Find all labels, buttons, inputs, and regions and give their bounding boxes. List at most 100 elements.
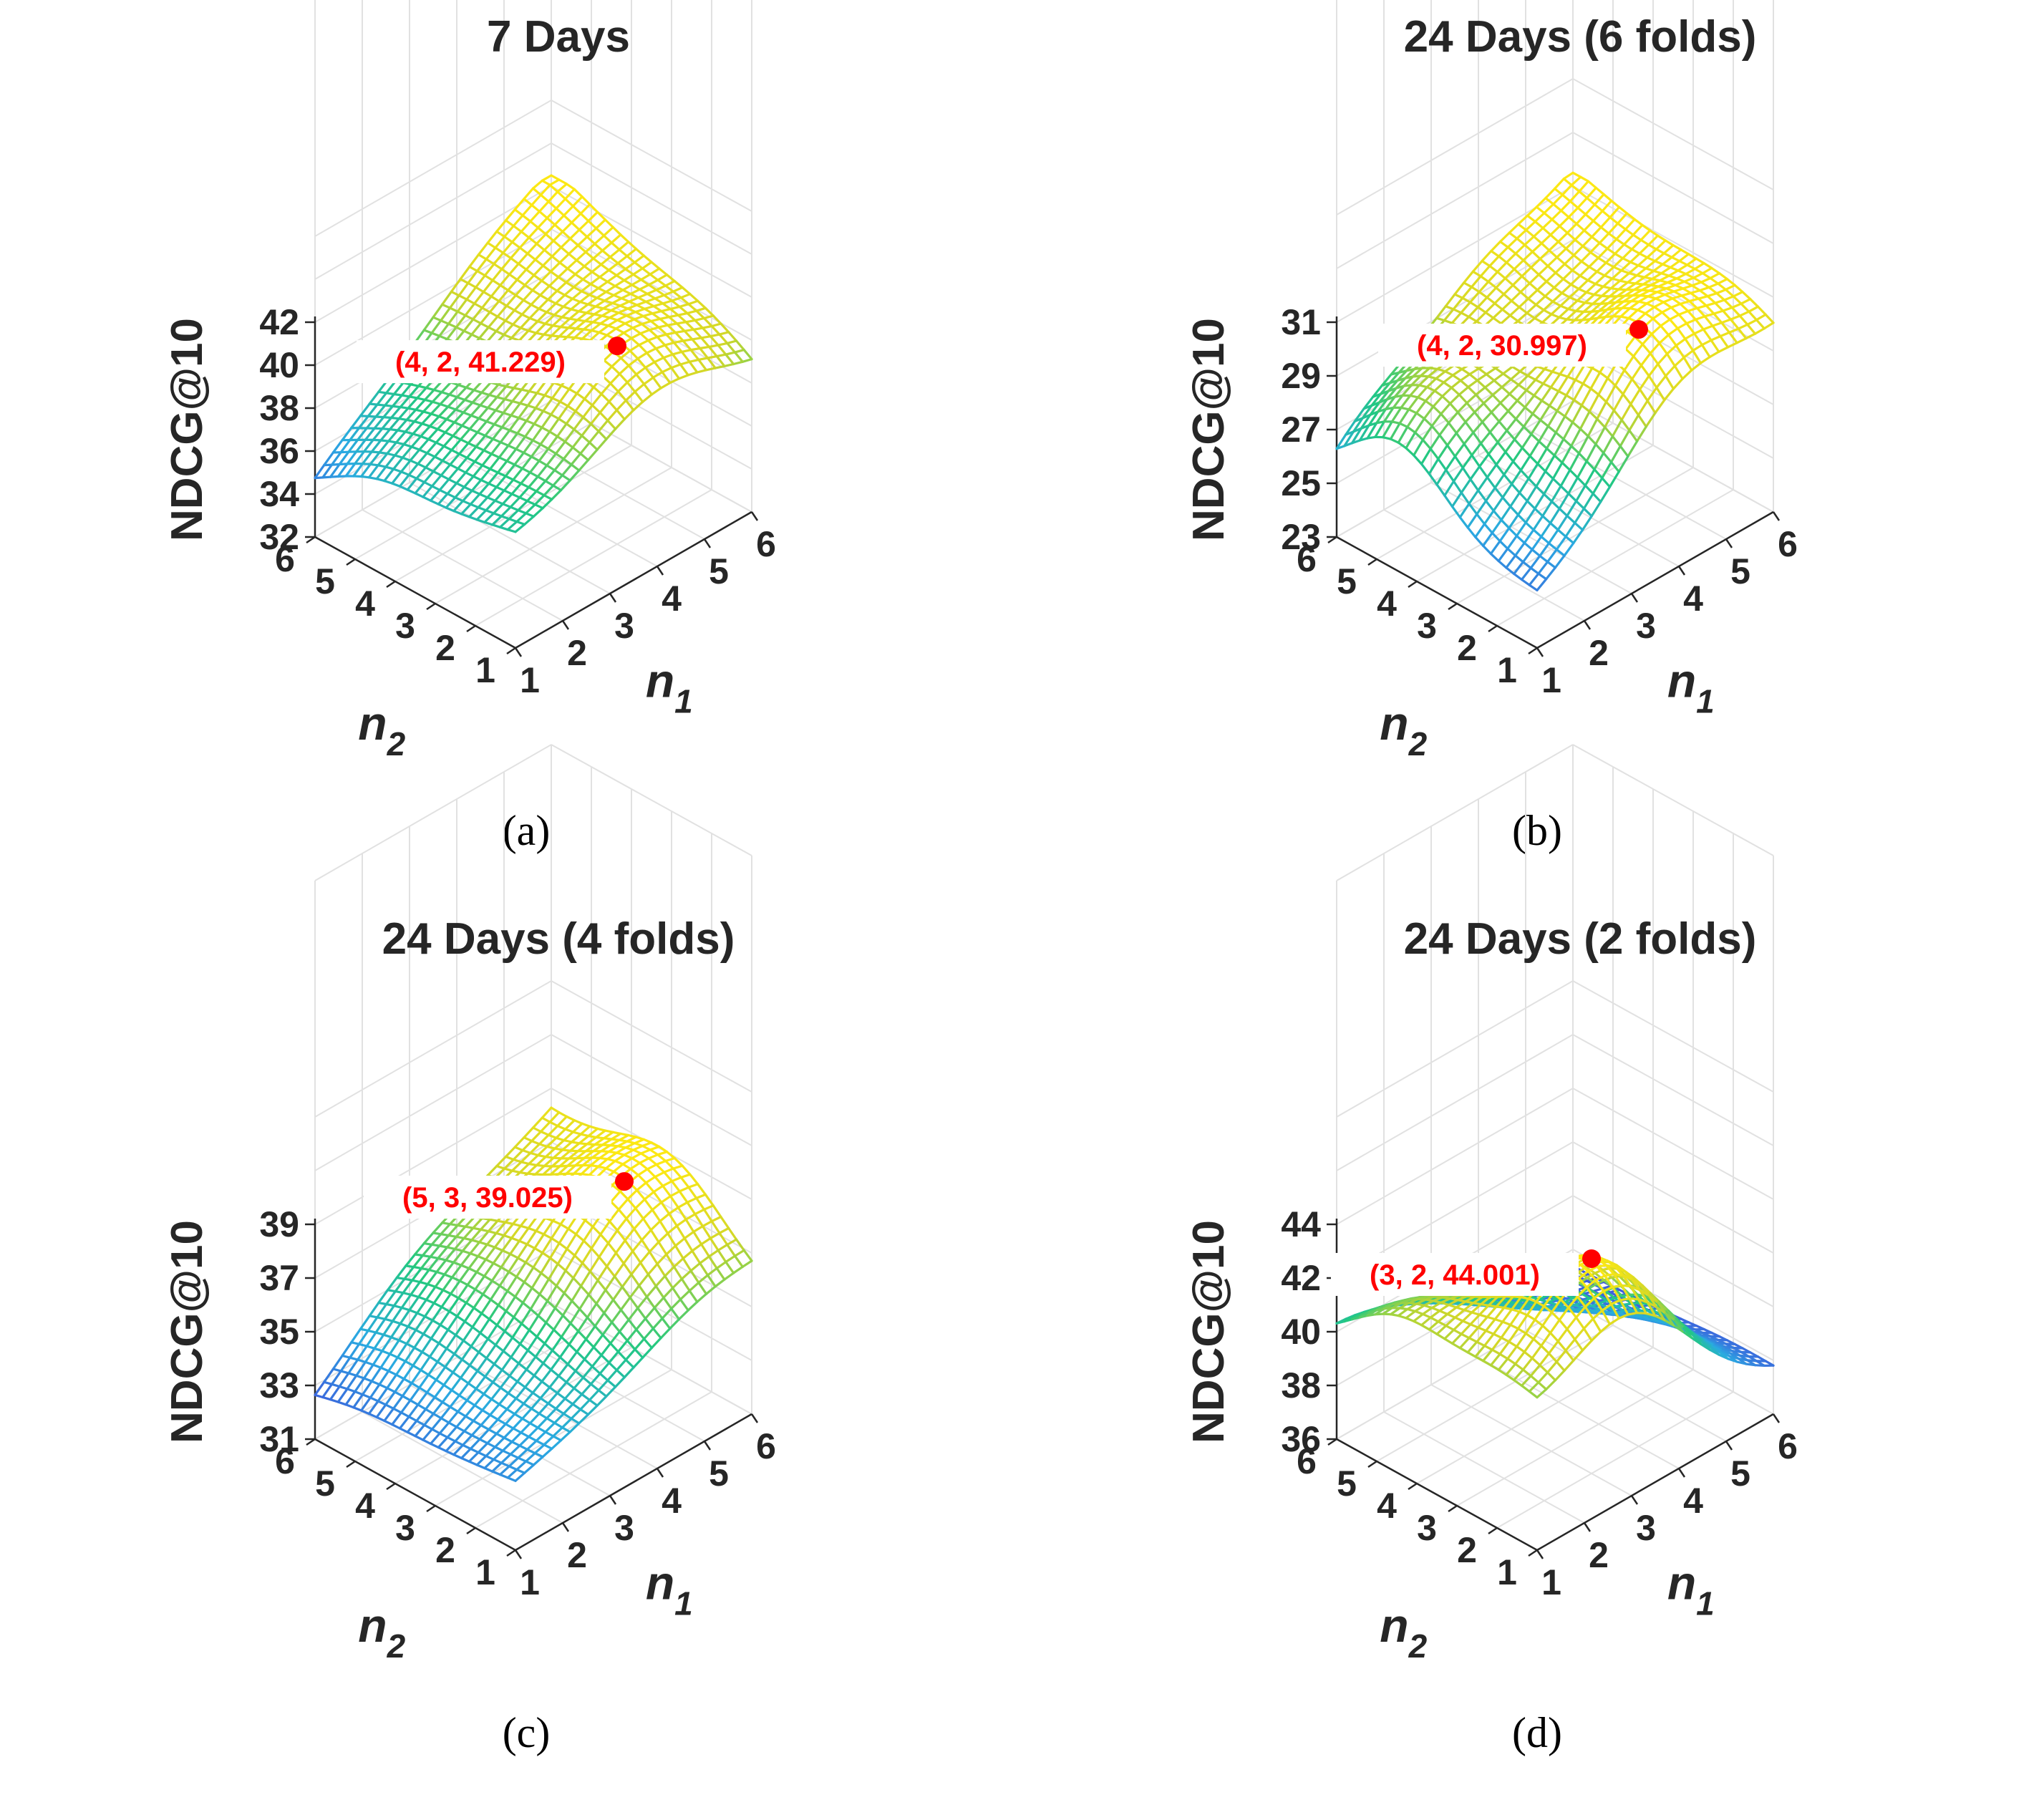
mesh-segment [538, 284, 551, 296]
mesh-segment [402, 1292, 412, 1296]
mesh-segment [664, 280, 676, 287]
mesh-segment [1501, 483, 1513, 499]
mesh-segment [1592, 285, 1604, 296]
mesh-segment [1378, 389, 1390, 404]
mesh-segment [1570, 183, 1581, 193]
mesh-segment [491, 437, 502, 444]
mesh-segment [1447, 421, 1458, 435]
mesh-segment [538, 210, 548, 220]
mesh-segment [1388, 371, 1400, 384]
mesh-segment [536, 226, 547, 236]
mesh-segment [492, 1262, 503, 1269]
mesh-segment [524, 1451, 536, 1463]
mesh-segment [1370, 392, 1382, 407]
mesh-segment [1598, 241, 1609, 250]
mesh-segment [664, 1159, 675, 1170]
y-tick-mark [346, 558, 356, 566]
mesh-segment [641, 1209, 654, 1220]
mesh-segment [1350, 439, 1361, 445]
peak-label: (5, 3, 39.025) [402, 1182, 573, 1214]
mesh-segment [455, 326, 465, 332]
mesh-segment [677, 1309, 689, 1321]
mesh-segment [344, 1403, 355, 1409]
mesh-segment [1531, 399, 1544, 415]
mesh-segment [1476, 296, 1488, 309]
mesh-segment [699, 1237, 712, 1246]
mesh-segment [552, 382, 563, 387]
x-tick-mark [750, 511, 759, 521]
mesh-segment [542, 1233, 553, 1240]
mesh-segment [1458, 385, 1470, 396]
mesh-segment [1718, 272, 1729, 281]
mesh-segment [437, 1446, 447, 1453]
mesh-segment [1408, 396, 1420, 411]
y-tick-label: 3 [395, 606, 415, 646]
mesh-segment [586, 1316, 596, 1327]
mesh-segment [1652, 311, 1664, 320]
mesh-segment [538, 298, 550, 310]
mesh-segment [541, 413, 553, 429]
mesh-segment [1433, 381, 1445, 392]
mesh-segment [1545, 431, 1557, 450]
mesh-segment [686, 1196, 698, 1204]
mesh-segment [665, 274, 676, 283]
mesh-segment [642, 254, 653, 263]
mesh-segment [492, 1249, 504, 1264]
mesh-segment [1409, 394, 1420, 399]
mesh-segment [629, 288, 641, 295]
panel-caption: (b) [1512, 807, 1562, 854]
mesh-segment [648, 326, 660, 332]
mesh-segment [1554, 554, 1566, 569]
mesh-segment [626, 1328, 638, 1342]
mesh-segment [652, 1184, 664, 1194]
mesh-segment [388, 1352, 399, 1359]
mesh-segment [555, 207, 566, 217]
mesh-segment [493, 251, 505, 266]
mesh-segment [702, 1204, 715, 1211]
mesh-segment [1526, 304, 1538, 314]
mesh-segment [640, 1229, 652, 1242]
mesh-segment [1390, 406, 1403, 423]
mesh-segment [626, 248, 638, 258]
mesh-segment [1592, 477, 1604, 495]
mesh-segment [675, 1218, 687, 1227]
mesh-segment [392, 1292, 405, 1307]
mesh-segment [454, 408, 465, 414]
mesh-segment [588, 1398, 599, 1407]
mesh-segment [1518, 297, 1530, 309]
mesh-segment [498, 1473, 509, 1479]
mesh-segment [408, 1309, 419, 1315]
mesh-segment [503, 397, 514, 403]
mesh-segment [517, 252, 529, 265]
mesh-segment [625, 311, 637, 317]
mesh-segment [1660, 306, 1672, 314]
mesh-segment [625, 1206, 637, 1220]
mesh-segment [639, 329, 651, 335]
mesh-segment [1476, 373, 1488, 382]
mesh-segment [1430, 425, 1441, 437]
mesh-segment [498, 289, 510, 303]
mesh-segment [495, 1155, 508, 1168]
mesh-segment [535, 233, 547, 245]
mesh-segment [422, 400, 434, 413]
mesh-segment [579, 441, 591, 455]
mesh-segment [1505, 554, 1517, 569]
y-tick-mark [506, 1549, 516, 1557]
mesh-segment [454, 1320, 466, 1337]
grid-line [1456, 467, 1694, 604]
mesh-segment [542, 410, 553, 416]
mesh-segment [614, 1252, 625, 1265]
mesh-segment [1635, 425, 1647, 442]
mesh-segment [1474, 393, 1486, 405]
mesh-segment [1514, 417, 1525, 428]
mesh-segment [626, 255, 636, 264]
mesh-segment [469, 1447, 480, 1454]
mesh-segment [1366, 435, 1377, 440]
mesh-segment [549, 270, 560, 279]
mesh-segment [391, 1320, 402, 1325]
mesh-segment [526, 252, 537, 261]
mesh-segment [578, 1307, 589, 1319]
mesh-segment [1428, 458, 1440, 475]
mesh-segment [460, 513, 471, 518]
mesh-segment [1651, 272, 1663, 281]
